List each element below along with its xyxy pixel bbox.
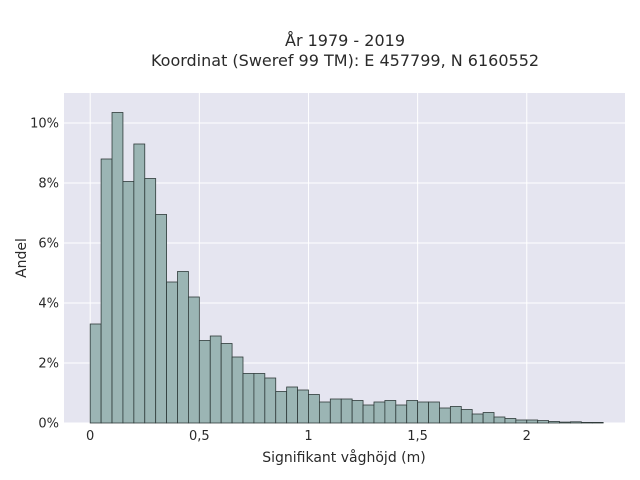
histogram-bar-16 (264, 377, 277, 424)
histogram-bar-9 (188, 296, 200, 424)
histogram-bar-42 (548, 421, 560, 424)
histogram-bar-40 (526, 419, 539, 424)
chart-title-line1: År 1979 - 2019 (285, 31, 405, 50)
histogram-bar-4 (133, 143, 146, 424)
histogram-bar-36 (482, 412, 495, 424)
x-axis-label: Signifikant våghöjd (m) (262, 449, 425, 466)
histogram-bar-46 (591, 421, 604, 424)
histogram-bar-8 (177, 271, 189, 424)
histogram-bar-5 (144, 178, 157, 424)
histogram-bar-30 (417, 401, 429, 424)
histogram-bar-10 (198, 340, 211, 424)
histogram-bar-2 (111, 112, 124, 424)
histogram-bar-7 (166, 281, 178, 424)
y-axis-label: Andel (14, 238, 30, 278)
x-tick-label-4: 2 (523, 429, 531, 444)
histogram-bar-12 (220, 343, 233, 424)
histogram-bar-45 (580, 421, 593, 424)
y-tick-label-4: 8% (38, 177, 59, 192)
histogram-bar-1 (100, 158, 113, 424)
histogram-bar-41 (537, 420, 549, 424)
histogram-bar-3 (122, 181, 135, 424)
x-tick-labels: 0 0,5 1 1,5 2 (86, 429, 531, 444)
chart-title-line2: Koordinat (Sweref 99 TM): E 457799, N 61… (151, 51, 539, 70)
y-tick-labels: 0% 2% 4% 6% 8% 10% (30, 117, 59, 432)
histogram-bar-13 (231, 356, 244, 424)
y-tick-label-2: 4% (38, 297, 59, 312)
histogram-bar-38 (504, 418, 517, 424)
histogram-bar-17 (275, 391, 288, 424)
histogram-bar-23 (340, 398, 353, 424)
histogram-bar-27 (384, 400, 397, 424)
x-tick-label-0: 0 (86, 429, 94, 444)
histogram-bar-20 (308, 394, 320, 424)
x-tick-label-3: 1,5 (407, 429, 428, 444)
y-tick-label-0: 0% (38, 417, 59, 432)
histogram-bar-44 (570, 421, 582, 424)
x-tick-label-2: 1 (304, 429, 312, 444)
histogram-bar-37 (493, 416, 506, 424)
histogram-bar-25 (362, 404, 375, 424)
histogram-bar-39 (515, 419, 528, 424)
histogram-bar-6 (155, 214, 167, 424)
histogram-bar-24 (351, 400, 364, 424)
histogram-bar-33 (449, 406, 462, 424)
histogram-bar-18 (286, 386, 298, 424)
histogram-bar-15 (253, 373, 266, 424)
histogram-bars (89, 112, 604, 424)
histogram-bar-32 (439, 407, 451, 424)
histogram-bar-19 (297, 389, 309, 424)
histogram-bar-29 (406, 400, 419, 424)
histogram-bar-14 (242, 373, 255, 424)
histogram-bar-26 (373, 401, 386, 424)
y-tick-label-3: 6% (38, 237, 59, 252)
histogram-bar-28 (395, 404, 408, 424)
histogram-bar-31 (428, 401, 440, 424)
y-tick-label-1: 2% (38, 357, 59, 372)
histogram-bar-11 (209, 335, 222, 424)
y-tick-label-5: 10% (30, 117, 59, 132)
x-tick-label-1: 0,5 (189, 429, 210, 444)
histogram-bar-21 (318, 401, 331, 424)
histogram-bar-0 (89, 323, 102, 424)
histogram-bar-34 (460, 409, 473, 424)
histogram-bar-22 (329, 398, 342, 424)
histogram-bar-35 (471, 413, 484, 424)
histogram-bar-43 (559, 421, 571, 424)
